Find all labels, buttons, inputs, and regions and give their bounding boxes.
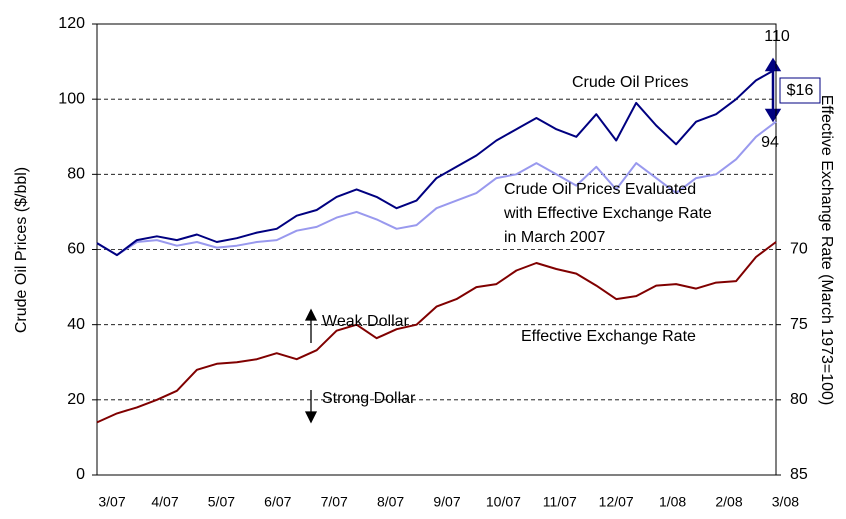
y2-tick-label: 80 xyxy=(790,391,808,408)
annotation: $16 xyxy=(787,82,814,99)
annotation: Strong Dollar xyxy=(322,390,416,407)
weak-arrow-head xyxy=(304,308,318,321)
x-tick-label: 1/08 xyxy=(659,494,686,510)
annotation: 94 xyxy=(761,134,779,151)
x-tick-label: 10/07 xyxy=(486,494,521,510)
x-tick-label: 4/07 xyxy=(151,494,178,510)
annotation: with Effective Exchange Rate xyxy=(503,205,712,222)
x-tick-label: 9/07 xyxy=(433,494,460,510)
y2-axis-label: Effective Exchange Rate (March 1973=100) xyxy=(818,95,835,406)
annotation: 110 xyxy=(764,28,790,45)
y2-tick-label: 70 xyxy=(790,241,808,258)
y2-tick-label: 85 xyxy=(790,466,808,483)
series-line xyxy=(96,120,777,257)
y-tick-label: 40 xyxy=(67,316,85,333)
annotation: Effective Exchange Rate xyxy=(521,328,696,345)
x-tick-label: 11/07 xyxy=(543,494,577,510)
series-line xyxy=(96,241,777,424)
y-tick-label: 60 xyxy=(67,241,85,258)
series-line xyxy=(96,68,777,257)
annotation: Crude Oil Prices Evaluated xyxy=(504,181,696,198)
x-tick-label: 5/07 xyxy=(208,494,235,510)
y-tick-label: 80 xyxy=(67,166,85,183)
gap-arrow-top xyxy=(764,57,782,72)
gap-arrow-bottom xyxy=(764,108,782,123)
y-tick-label: 20 xyxy=(67,391,85,408)
x-tick-label: 2/08 xyxy=(715,494,742,510)
y-tick-label: 120 xyxy=(58,15,85,32)
strong-arrow-head xyxy=(304,411,318,424)
arrows xyxy=(304,308,318,424)
y2-tick-label: 75 xyxy=(790,316,808,333)
y-axis-label: Crude Oil Prices ($/bbl) xyxy=(13,167,30,333)
x-tick-label: 12/07 xyxy=(599,494,634,510)
x-tick-label: 6/07 xyxy=(264,494,291,510)
x-tick-label: 7/07 xyxy=(321,494,348,510)
gap-box xyxy=(779,77,821,104)
annotation: in March 2007 xyxy=(504,229,605,246)
y-tick-label: 0 xyxy=(76,466,85,483)
x-tick-label: 8/07 xyxy=(377,494,404,510)
annotation: Crude Oil Prices xyxy=(572,74,688,91)
x-tick-label: 3/08 xyxy=(772,494,799,510)
y-tick-label: 100 xyxy=(58,90,85,107)
annotation: Weak Dollar xyxy=(322,313,410,330)
x-tick-label: 3/07 xyxy=(98,494,125,510)
plot-frame xyxy=(96,23,777,476)
